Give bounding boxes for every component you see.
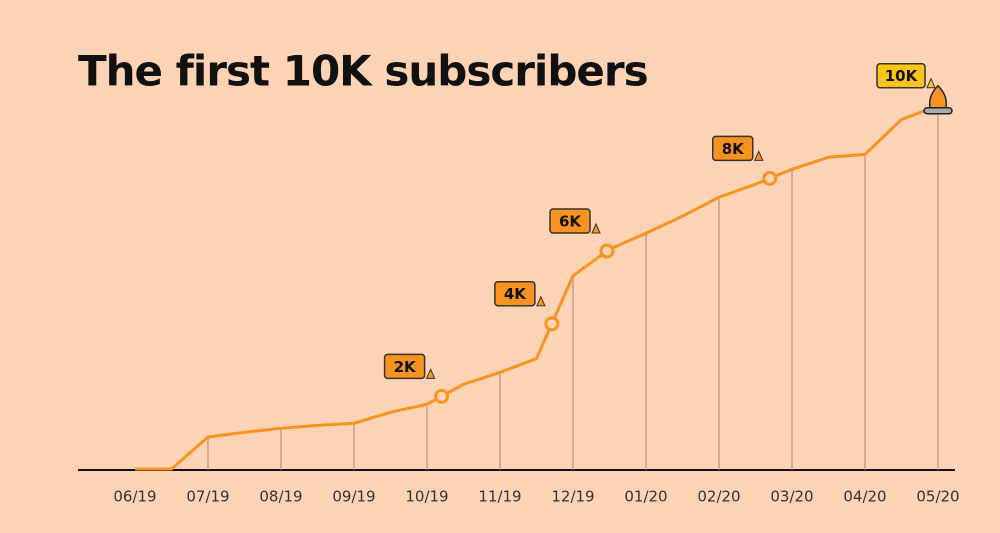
milestone-pointer xyxy=(425,368,436,379)
milestone-label: 4K xyxy=(504,285,527,303)
milestone-pointer xyxy=(753,150,764,161)
x-tick-label: 11/19 xyxy=(478,488,521,506)
x-tick-label: 07/19 xyxy=(186,488,229,506)
milestone-marker xyxy=(762,170,778,186)
milestone-label: 2K xyxy=(394,358,417,376)
milestone-marker xyxy=(544,316,560,332)
x-tick-label: 03/20 xyxy=(770,488,813,506)
milestone-box xyxy=(711,135,754,162)
log xyxy=(923,106,953,115)
x-tick-label: 02/20 xyxy=(697,488,740,506)
line xyxy=(135,104,939,471)
milestone-label: 8K xyxy=(722,140,745,158)
milestone-pointer xyxy=(926,77,936,89)
milestone-pointer xyxy=(536,295,546,307)
milestone-label: 6K xyxy=(559,213,582,231)
milestone-pointer xyxy=(591,222,601,234)
flame xyxy=(928,84,948,109)
milestone-marker xyxy=(434,388,450,404)
milestone-label: 10K xyxy=(885,67,919,85)
milestone-box xyxy=(383,353,426,380)
x-tick-label: 10/19 xyxy=(405,488,448,506)
x-tick-label: 01/20 xyxy=(624,488,667,506)
x-tick-label: 05/20 xyxy=(916,488,959,506)
milestone-box xyxy=(494,280,536,307)
chart-title: The first 10K subscribers xyxy=(78,47,648,96)
x-tick-label: 12/19 xyxy=(551,488,594,506)
x-tick-label: 08/19 xyxy=(259,488,302,506)
x-tick-label: 09/19 xyxy=(332,488,375,506)
milestone-marker xyxy=(599,243,615,259)
milestone-box xyxy=(876,62,926,89)
x-tick-label: 06/19 xyxy=(113,488,156,506)
milestone-box xyxy=(549,208,591,234)
campfire xyxy=(923,84,953,115)
x-tick-label: 04/20 xyxy=(843,488,886,506)
